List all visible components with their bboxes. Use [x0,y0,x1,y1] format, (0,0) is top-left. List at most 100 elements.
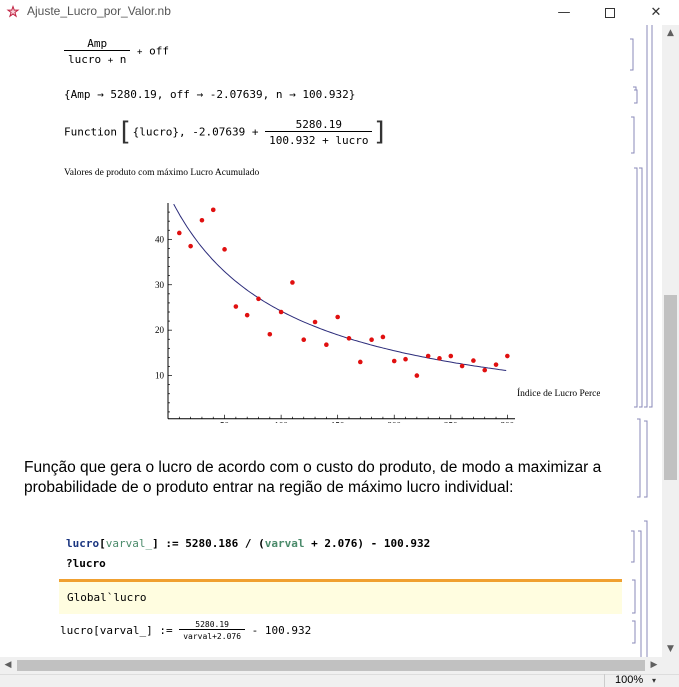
definition-denominator: varval+2.076 [179,629,246,641]
data-point [267,331,273,337]
maximize-icon [605,7,615,18]
message-divider [59,579,622,582]
scroll-left-arrow[interactable]: ◀ [4,660,12,670]
denominator-variable: lucro [68,53,102,66]
definition-fraction: 5280.19 varval+2.076 [179,620,246,641]
status-bar [0,674,679,687]
x-tick-label: 150 [331,421,345,423]
data-point [369,337,374,343]
input-definition-tail: + 2.076) - 100.932 [304,537,431,550]
data-point [493,362,499,367]
data-point [278,309,284,315]
scroll-right-arrow[interactable]: ▶ [650,660,658,670]
zoom-dropdown-icon[interactable]: ▾ [652,676,657,685]
scatter-plot[interactable]: Valores de produto com máximo Lucro Acum… [0,163,600,423]
data-point [459,363,465,369]
y-tick-label: 10 [155,371,165,381]
formula-tail-operator: + [137,47,143,58]
input-definition-line[interactable]: lucro[varval_] := 5280.186 / (varval + 2… [66,534,430,554]
window-title: Ajuste_Lucro_por_Valor.nb [27,4,171,18]
data-point [425,353,431,359]
title-bar: Ajuste_Lucro_por_Valor.nb — ✕ [0,0,679,25]
data-point [505,353,510,359]
data-point [233,304,239,309]
function-fraction: 5280.19 100.932 + lucro [265,117,373,147]
input-variable: varval [264,537,305,550]
vertical-scroll-thumb[interactable] [664,295,677,480]
maximize-button[interactable] [587,0,633,25]
close-bracket: ] [372,117,389,147]
data-point [199,217,205,223]
horizontal-scroll-thumb[interactable] [17,660,645,671]
formula-tail: off [149,44,169,58]
notebook-content[interactable]: Amp lucro + n + off {Amp → 5280.19, off … [0,25,662,657]
cell-brackets[interactable] [622,25,662,657]
data-point [222,247,227,252]
data-point [335,314,340,320]
description-line-1: Função que gera o lucro de acordo com o … [24,459,602,476]
data-point [403,356,408,362]
fit-curve [173,203,507,371]
data-point [346,336,352,341]
formula-fraction: Amp lucro + n [64,37,131,66]
input-definition-body: ] := 5280.186 / ( [152,537,265,550]
input-open-bracket: [ [99,537,106,550]
scroll-down-arrow[interactable]: ▼ [667,644,674,654]
definition-numerator: 5280.19 [195,620,229,629]
function-head: Function [64,125,117,139]
y-tick-label: 30 [155,280,165,290]
x-tick-label: 100 [274,421,288,423]
chart-title: Valores de produto com máximo Lucro Acum… [64,168,259,178]
data-point [256,296,261,302]
y-tick-label: 20 [155,325,165,335]
data-point [210,207,216,213]
x-tick-label: 300 [501,421,515,423]
fraction-denominator: lucro + n [64,50,131,66]
data-point [414,373,420,378]
info-message-cell[interactable]: Global`lucro [59,582,622,614]
open-bracket: [ [116,117,133,147]
input-query-line[interactable]: ?lucro [66,557,106,570]
description-text-cell[interactable]: Função que gera o lucro de acordo com o … [24,458,624,498]
minimize-button[interactable]: — [557,5,571,20]
definition-lhs: lucro[varval_] := [60,624,173,637]
scrollbar-corner [662,657,679,674]
data-points [177,207,510,378]
data-point [471,358,476,363]
output-formula-cell[interactable]: Amp lucro + n + off [64,37,169,66]
data-point [391,358,397,364]
data-point [357,359,363,365]
x-tick-label: 50 [220,421,230,423]
function-args: {lucro}, -2.07639 + [132,125,259,139]
function-output-cell[interactable]: Function[{lucro}, -2.07639 + 5280.19 100… [64,117,388,157]
info-message-text: Global`lucro [67,591,147,604]
mathematica-app-icon [6,5,20,18]
denominator-constant: n [119,53,127,66]
input-function-name: lucro [66,537,100,550]
data-point [177,230,182,236]
chart-axes: 50 100 150 200 250 300 10 20 30 40 [155,203,515,423]
x-tick-label: 250 [444,421,458,423]
x-tick-label: 200 [387,421,401,423]
definition-output-cell[interactable]: lucro[varval_] := 5280.19 varval+2.076 -… [60,620,311,641]
zoom-level[interactable]: 100% [604,674,660,687]
definition-tail: - 100.932 [251,624,312,637]
function-numerator: 5280.19 [295,117,342,131]
data-point [244,312,250,318]
y-tick-label: 40 [155,234,165,244]
data-point [380,334,386,340]
scroll-up-arrow[interactable]: ▲ [667,28,674,38]
data-point [482,367,488,373]
data-point [324,342,329,347]
data-point [188,243,193,249]
description-line-2: probabilidade de o produto entrar na reg… [24,479,514,496]
fit-parameters-cell[interactable]: {Amp → 5280.19, off → -2.07639, n → 100.… [64,88,356,101]
data-point [312,319,318,325]
x-axis-label: Índice de Lucro Percentua [517,387,600,399]
data-point [448,353,454,359]
close-button[interactable]: ✕ [650,5,662,20]
input-pattern-arg: varval_ [105,537,153,550]
input-cell[interactable]: lucro[varval_] := 5280.186 / (varval + 2… [66,534,430,574]
fraction-numerator: Amp [87,37,108,50]
data-point [437,356,442,361]
